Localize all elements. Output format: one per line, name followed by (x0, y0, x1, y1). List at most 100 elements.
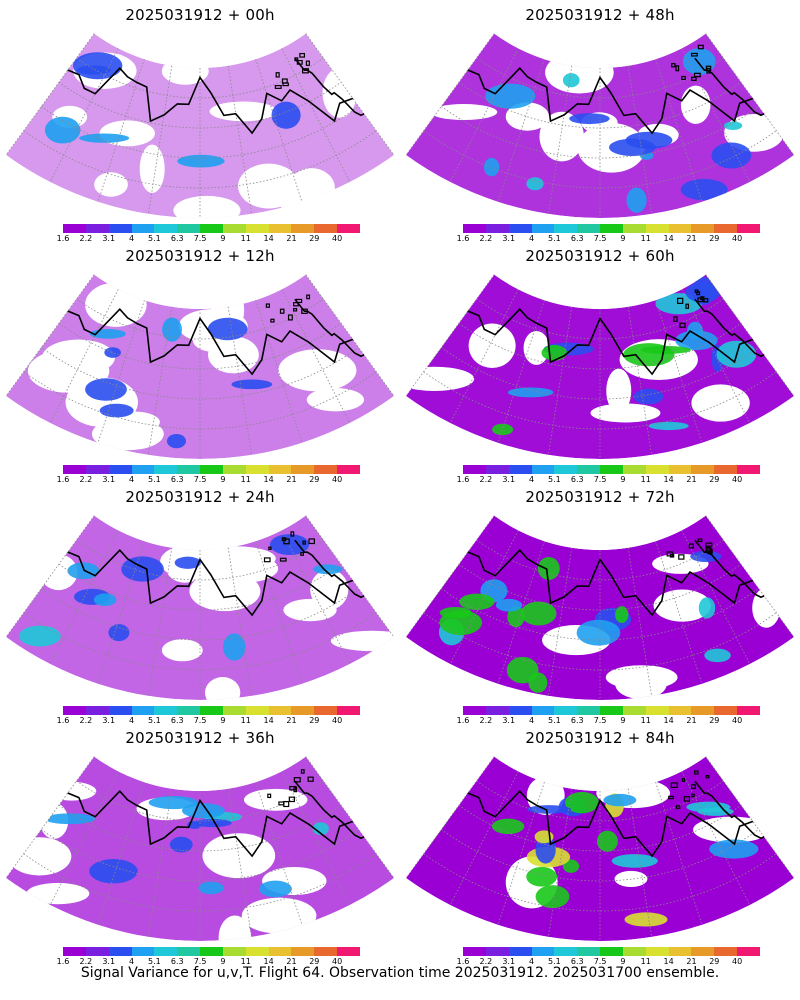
figure-caption: Signal Variance for u,v,T. Flight 64. Ob… (80, 965, 720, 981)
high-variance-blob (312, 564, 343, 575)
graticule-meridian (681, 530, 751, 665)
island-outline (694, 289, 699, 293)
graticule-meridian (655, 300, 703, 443)
colorbar-swatch (691, 947, 715, 956)
island-outline (673, 316, 678, 322)
high-variance-blob (528, 672, 548, 693)
island-outline (270, 318, 275, 323)
high-variance-blob (182, 803, 225, 819)
island-outline (300, 552, 304, 556)
low-variance-gap (430, 103, 498, 121)
graticule-parallel (41, 106, 359, 159)
colorbar-swatch (85, 465, 109, 474)
coastline-east (694, 780, 765, 840)
coastline (467, 790, 754, 858)
coastline (67, 549, 354, 617)
colorbar-label: 5.1 (148, 475, 161, 484)
graticule-parallel (441, 588, 759, 641)
high-variance-blob (685, 282, 721, 303)
low-variance-gap (250, 168, 276, 187)
high-variance-blob (99, 403, 134, 418)
colorbar-swatch (645, 706, 669, 715)
high-variance-blob (564, 791, 599, 814)
colorbar-swatch (463, 224, 486, 233)
colorbar-label: 3.1 (502, 957, 516, 966)
colorbar-label: 9 (220, 234, 226, 243)
high-variance-blob (526, 177, 544, 191)
colorbar-swatch (668, 465, 692, 474)
low-variance-gap (539, 111, 584, 162)
colorbar-label: 14 (663, 957, 674, 966)
high-variance-blob (169, 836, 193, 853)
high-variance-blob (633, 388, 664, 405)
low-variance-gap (204, 677, 241, 700)
island-outline (287, 314, 293, 321)
island-outline (679, 322, 686, 328)
colorbar-label: 9 (620, 716, 626, 725)
coastline (67, 308, 354, 376)
high-variance-blob (485, 83, 536, 109)
colorbar-label: 21 (286, 475, 297, 484)
island-outline (691, 76, 697, 81)
graticule-meridian (255, 300, 303, 443)
high-variance-blob (495, 598, 523, 612)
high-variance-blob (526, 866, 558, 887)
colorbar-swatch (222, 706, 246, 715)
colorbar-labels: 1.6 2.2 3.1 4 5.1 6.3 7.5 9 11 14 21 29 40 (57, 716, 360, 726)
variance-field (6, 515, 394, 700)
high-variance-blob (85, 378, 127, 401)
colorbar-swatch (154, 706, 178, 715)
colorbar-label: 11 (240, 957, 251, 966)
colorbar-label: 11 (640, 716, 651, 725)
colorbar-label: 5.1 (548, 716, 561, 725)
graticule-parallel (476, 539, 724, 581)
island-outline (693, 72, 701, 78)
colorbar-swatch (714, 224, 738, 233)
island-outline (283, 800, 290, 808)
coastline-east (294, 57, 365, 117)
colorbar-swatch (63, 706, 86, 715)
graticule-parallel (476, 57, 724, 99)
colorbar-swatch (737, 706, 760, 715)
graticule-parallel (23, 853, 377, 912)
colorbar-label: 11 (640, 475, 651, 484)
island-outline (308, 538, 315, 545)
graticule-meridian (227, 788, 253, 937)
graticule-meridian (627, 65, 653, 214)
high-variance-blob (596, 830, 618, 852)
island-outline (302, 68, 309, 74)
high-variance-blob (67, 562, 100, 580)
colorbar-swatch (577, 706, 601, 715)
graticule-parallel (441, 829, 759, 882)
colorbar-label: 9 (220, 957, 226, 966)
graticule-meridian (705, 274, 795, 397)
high-variance-blob (166, 433, 186, 449)
colorbar-labels: 1.6 2.2 3.1 4 5.1 6.3 7.5 9 11 14 21 29 40 (57, 957, 360, 967)
colorbar-swatch (645, 465, 669, 474)
colorbar-label: 11 (640, 234, 651, 243)
graticule-parallel (476, 298, 724, 340)
graticule-meridian (5, 33, 95, 156)
low-variance-gap (94, 172, 128, 197)
low-variance-gap (523, 331, 550, 365)
low-variance-gap (310, 569, 349, 610)
colorbar-swatch (337, 706, 360, 715)
colorbar-label: 2.2 (479, 957, 493, 966)
coastline-east (294, 780, 365, 840)
high-variance-blob (527, 805, 571, 814)
variance-field (406, 274, 794, 459)
high-variance-blob (648, 421, 689, 431)
island-outline (676, 297, 684, 304)
colorbar-swatch (508, 224, 532, 233)
graticule-parallel (76, 539, 324, 581)
colorbar-label: 4 (528, 234, 535, 243)
colorbar-swatch (577, 224, 601, 233)
colorbar-swatch (737, 465, 760, 474)
graticule-meridian (147, 65, 173, 214)
colorbar-label: 2.2 (479, 475, 493, 484)
colorbar-labels: 1.6 2.2 3.1 4 5.1 6.3 7.5 9 11 14 21 29 40 (457, 475, 760, 485)
colorbar-swatch (245, 947, 269, 956)
colorbar-swatch (314, 465, 338, 474)
colorbar-swatch (463, 465, 486, 474)
colorbar-swatch (714, 465, 738, 474)
